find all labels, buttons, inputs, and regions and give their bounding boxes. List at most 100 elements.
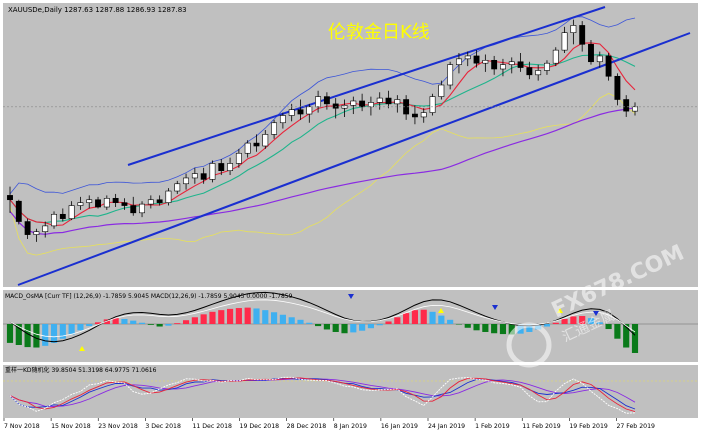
macd-bar: [59, 324, 66, 339]
macd-bar: [235, 308, 242, 324]
date-tick-label: 23 Nov 2018: [98, 423, 138, 430]
candle-body: [95, 199, 101, 208]
candle-body: [130, 205, 137, 214]
macd-bar: [614, 324, 621, 339]
date-tick-label: 16 Jan 2019: [381, 423, 418, 430]
macd-bar: [226, 308, 234, 324]
candle-body: [139, 203, 145, 214]
macd-bar: [394, 317, 401, 324]
buy-arrow-icon: [79, 346, 85, 351]
candle-body: [579, 25, 586, 45]
macd-bar: [455, 324, 463, 325]
macd-bar: [130, 320, 137, 324]
macd-bar: [121, 318, 128, 324]
kd-layer: [3, 376, 698, 414]
candle-body: [552, 49, 559, 64]
macd-label: MACD_OsMA [Curr TF] (12,26,9) -1.7859 5.…: [5, 293, 293, 300]
candle-body: [482, 59, 489, 64]
candle-body: [165, 190, 172, 203]
macd-bar: [68, 324, 75, 335]
macd-bar: [526, 324, 533, 332]
candle-body: [570, 25, 577, 33]
sell-arrow-icon: [348, 294, 354, 299]
bb-upper-line: [9, 16, 636, 195]
candle-body: [500, 64, 506, 70]
macd-bar: [253, 308, 260, 324]
candle-body: [112, 197, 119, 203]
candle-body: [86, 199, 93, 203]
candle-body: [200, 173, 207, 180]
date-tick-label: 11 Feb 2019: [522, 423, 561, 430]
macd-bar: [218, 310, 225, 324]
macd-bar: [579, 316, 586, 324]
candle-body: [605, 55, 612, 77]
candle-body: [473, 55, 480, 64]
macd-bar: [112, 318, 119, 324]
candle-body: [183, 177, 189, 185]
candle-body: [464, 55, 471, 60]
candle-body: [367, 102, 374, 108]
kd-line-k1: [9, 376, 636, 414]
macd-bar: [623, 324, 630, 348]
candle-body: [438, 84, 445, 97]
candle-body: [508, 61, 515, 65]
kd-panel-bg: [3, 365, 698, 418]
candle-body: [24, 221, 31, 235]
candle-body: [359, 100, 366, 108]
main-price-layer: [3, 6, 698, 286]
macd-bar: [262, 310, 269, 324]
macd-bar: [156, 324, 163, 327]
macd-bar: [491, 324, 498, 334]
macd-bar: [77, 324, 84, 331]
date-tick-label: 1 Feb 2019: [475, 423, 510, 430]
candle-body: [526, 67, 533, 76]
candle-body: [323, 96, 330, 105]
candle-body: [561, 32, 568, 51]
watermark-logo-icon: [506, 322, 552, 368]
macd-bar: [94, 322, 102, 324]
candle-body: [262, 134, 269, 147]
date-axis: 7 Nov 2018 15 Nov 2018 23 Nov 2018 3 Dec 20…: [3, 418, 655, 430]
macd-bar: [50, 324, 58, 343]
macd-bar: [420, 309, 427, 324]
candle-body: [209, 163, 216, 180]
candle-body: [517, 61, 524, 68]
candle-body: [297, 109, 304, 115]
candle-body: [7, 195, 13, 201]
macd-bar: [447, 319, 454, 324]
macd-bar: [464, 324, 471, 328]
macd-bar: [587, 318, 595, 324]
macd-bar: [438, 315, 445, 324]
macd-bar: [367, 324, 374, 329]
sell-arrow-icon: [593, 311, 599, 316]
date-tick-label: 8 Jan 2019: [334, 423, 367, 430]
ma-long-line: [9, 107, 636, 235]
candle-body: [271, 122, 278, 135]
date-tick-label: 19 Feb 2019: [569, 423, 608, 430]
candle-body: [191, 173, 198, 179]
buy-arrow-icon: [438, 308, 444, 313]
macd-bar: [332, 324, 339, 332]
macd-bar: [499, 324, 507, 335]
macd-bar: [15, 324, 22, 345]
ma-mid-line: [9, 54, 636, 224]
macd-bar: [244, 307, 251, 324]
candle-body: [596, 55, 603, 63]
macd-bar: [165, 324, 172, 326]
candle-body: [420, 112, 427, 118]
candle-body: [306, 106, 313, 115]
macd-bar: [376, 324, 383, 326]
macd-bar: [403, 313, 410, 324]
macd-bar: [42, 324, 49, 346]
macd-bar: [315, 324, 322, 327]
candle-body: [77, 202, 84, 206]
candle-body: [51, 213, 57, 227]
macd-bar: [209, 311, 216, 324]
kd-label: 重样一KD随机化 39.8504 51.3198 64.9775 71.0616: [5, 366, 157, 374]
candle-body: [103, 197, 110, 208]
candle-body: [279, 115, 286, 124]
candle-body: [42, 225, 49, 233]
candle-body: [253, 142, 260, 147]
macd-bar: [306, 322, 313, 324]
candle-body: [394, 99, 401, 105]
